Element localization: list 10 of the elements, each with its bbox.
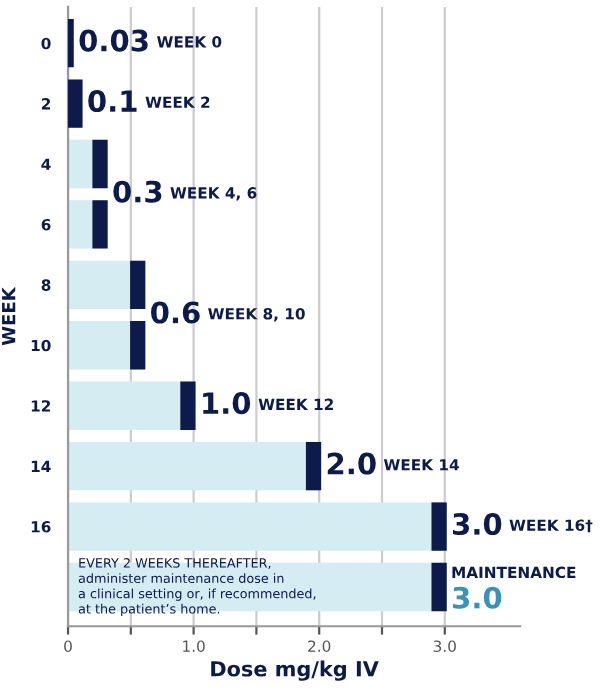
- text: 0.3: [113, 180, 162, 203]
- text: 0.1: [88, 90, 137, 113]
- text: 0.6: [151, 301, 200, 324]
- y-axis-title: WEEK: [2, 286, 16, 346]
- text: 0.03: [79, 29, 148, 52]
- text: 3.0: [453, 512, 502, 536]
- text: 3.0: [453, 586, 502, 609]
- x-axis-title: Dose mg/kg IV: [211, 660, 379, 681]
- text: 1.0: [203, 392, 251, 415]
- text: 2.0: [327, 452, 376, 475]
